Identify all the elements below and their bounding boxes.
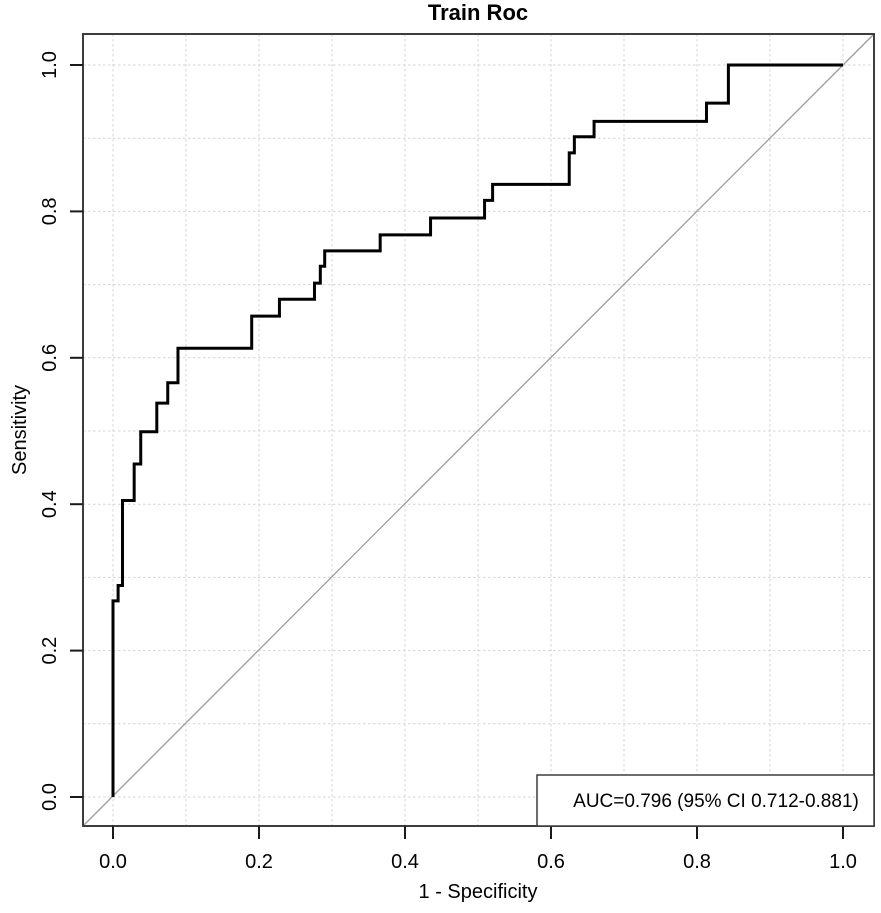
x-axis-label: 1 - Specificity [419,881,538,903]
chart-title: Train Roc [428,0,528,25]
x-tick-label: 0.4 [391,851,419,873]
x-tick-label: 0.2 [245,851,273,873]
legend-auc-text: AUC=0.796 (95% CI 0.712-0.881) [573,791,859,812]
legend-box [536,774,875,827]
y-tick-label: 0.0 [39,783,61,811]
plot-frame [82,33,875,827]
y-tick-label: 0.2 [39,637,61,665]
y-axis: 0.0 0.2 0.4 0.6 0.8 1.0 [39,51,83,811]
roc-curve [111,63,843,797]
x-tick-label: 1.0 [829,851,857,873]
chance-diagonal-line [82,33,875,827]
y-tick-label: 0.4 [39,490,61,518]
legend: AUC=0.796 (95% CI 0.712-0.881) [536,774,875,827]
x-tick-label: 0.8 [683,851,711,873]
y-tick-label: 0.8 [39,197,61,225]
y-tick-label: 1.0 [39,51,61,79]
x-tick-label: 0.6 [537,851,565,873]
x-tick-label: 0.0 [99,851,127,873]
gridlines-layer [83,34,874,826]
y-tick-label: 0.6 [39,344,61,372]
y-axis-label: Sensitivity [9,385,31,475]
x-axis: 0.0 0.2 0.4 0.6 0.8 1.0 [99,826,857,873]
